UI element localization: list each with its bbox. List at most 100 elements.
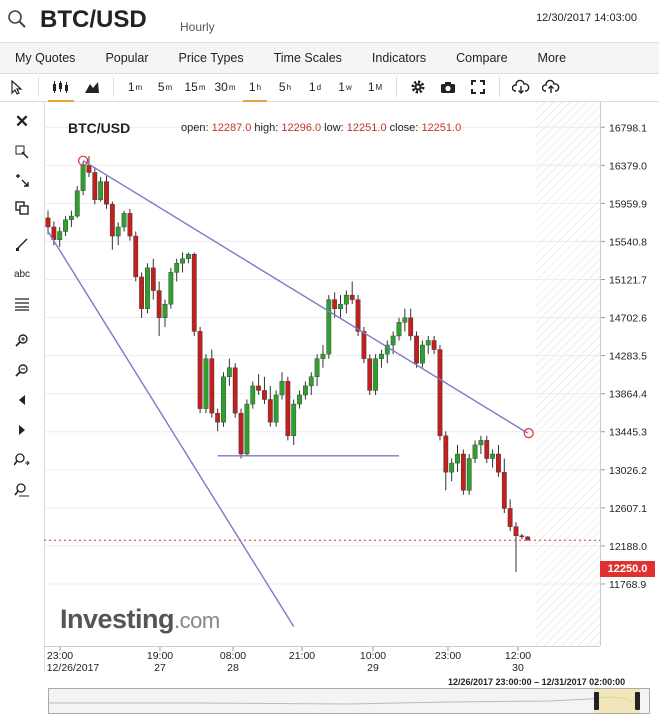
menu-time-scales[interactable]: Time Scales <box>273 51 342 65</box>
y-tick-label: 15540.8 <box>609 236 647 248</box>
zoom-in-icon[interactable] <box>10 328 34 352</box>
fibonacci-icon[interactable] <box>10 292 34 316</box>
candle-body <box>174 263 180 273</box>
trendline-icon[interactable] <box>10 232 34 256</box>
trendline-anchor <box>523 428 534 439</box>
candle-body <box>221 376 226 423</box>
high-label: high: <box>254 122 279 134</box>
candle-body <box>308 376 314 387</box>
crosshair-icon[interactable] <box>10 140 34 164</box>
drawing-tools: ✕ abc <box>0 102 45 672</box>
candle-body <box>361 331 367 359</box>
candle-body <box>367 358 373 391</box>
y-tick-label: 13026.2 <box>609 465 647 477</box>
watermark-brand: Investing <box>60 604 175 634</box>
menu-price-types[interactable]: Price Types <box>178 51 244 65</box>
candle-body <box>490 453 495 459</box>
menu-bar: My Quotes Popular Price Types Time Scale… <box>0 42 659 74</box>
interval-15m[interactable]: 15 m <box>184 80 206 94</box>
text-tool-icon[interactable]: abc <box>13 268 31 280</box>
candle-body <box>139 276 145 309</box>
high-value: 12296.0 <box>281 122 322 134</box>
candle-body <box>408 317 414 337</box>
candle-body <box>226 367 232 378</box>
candle-body <box>74 190 80 217</box>
candle-body <box>338 303 343 309</box>
candle-body <box>449 462 455 473</box>
candle-body <box>472 444 478 459</box>
fit-zoom-icon[interactable] <box>10 478 34 502</box>
candle-body <box>104 181 109 205</box>
candle-body <box>343 294 349 305</box>
candle-body <box>507 508 513 527</box>
price-chart[interactable] <box>44 102 600 646</box>
candle-body <box>191 254 197 332</box>
candle-body <box>262 390 267 400</box>
candle-body <box>121 213 127 228</box>
menu-indicators[interactable]: Indicators <box>371 51 427 65</box>
candle-body <box>232 367 238 414</box>
download-icon[interactable] <box>506 74 536 100</box>
camera-icon[interactable] <box>433 74 463 100</box>
gear-icon[interactable] <box>403 74 433 100</box>
x-tick-date: 30 <box>512 662 524 674</box>
area-chart-icon[interactable] <box>77 74 107 100</box>
watermark-suffix: .com <box>174 608 220 633</box>
candle-body <box>150 267 156 291</box>
candle-body <box>256 385 261 391</box>
navigator-handle-right <box>635 692 640 710</box>
scroll-right-icon[interactable] <box>10 418 34 442</box>
candle-body <box>460 453 466 491</box>
scroll-left-icon[interactable] <box>10 388 34 412</box>
candle-body <box>244 403 250 455</box>
zoom-area-icon[interactable] <box>10 168 34 192</box>
candle-body <box>215 412 221 423</box>
candle-body <box>98 181 104 200</box>
chart-title: BTC/USD <box>68 120 131 136</box>
menu-popular[interactable]: Popular <box>105 51 149 65</box>
interval-30m[interactable]: 30 m <box>214 80 236 94</box>
x-tick-label: 19:00 <box>147 650 173 662</box>
candle-body <box>314 358 320 378</box>
cursor-icon[interactable] <box>0 74 32 100</box>
chart-plot-area[interactable] <box>44 102 600 646</box>
open-label: open: <box>181 122 209 134</box>
y-tick-label: 14283.5 <box>609 351 647 363</box>
close-icon[interactable]: ✕ <box>14 112 30 131</box>
menu-my-quotes[interactable]: My Quotes <box>15 51 76 65</box>
reset-zoom-icon[interactable] <box>10 448 34 472</box>
copy-icon[interactable] <box>10 196 34 220</box>
x-tick-label: 23:00 <box>435 650 461 662</box>
candle-body <box>80 165 86 191</box>
candlestick-chart-icon[interactable] <box>45 74 77 102</box>
menu-compare[interactable]: Compare <box>456 51 508 65</box>
candle-body <box>127 213 133 237</box>
navigator-scrollbar[interactable] <box>48 688 650 714</box>
menu-more[interactable]: More <box>537 51 567 65</box>
candle-body <box>209 358 215 414</box>
search-icon[interactable] <box>6 8 28 30</box>
candle-body <box>390 335 396 346</box>
candle-body <box>203 358 209 409</box>
navigator-handle-left <box>594 692 599 710</box>
candle-body <box>443 435 449 473</box>
y-tick-label: 14702.6 <box>609 313 647 325</box>
upload-icon[interactable] <box>536 74 566 100</box>
candle-body <box>250 385 256 405</box>
candle-body <box>396 322 402 337</box>
divider <box>38 77 39 97</box>
x-tick-date: 29 <box>367 662 379 674</box>
zoom-out-icon[interactable] <box>10 358 34 382</box>
candle-body <box>373 358 378 391</box>
candle-body <box>109 204 115 237</box>
candle-body <box>180 258 185 264</box>
fullscreen-icon[interactable] <box>463 74 493 100</box>
time-axis: 23:00 12/26/2017 19:00 27 08:00 28 21:00 10:00 2… <box>44 646 600 674</box>
